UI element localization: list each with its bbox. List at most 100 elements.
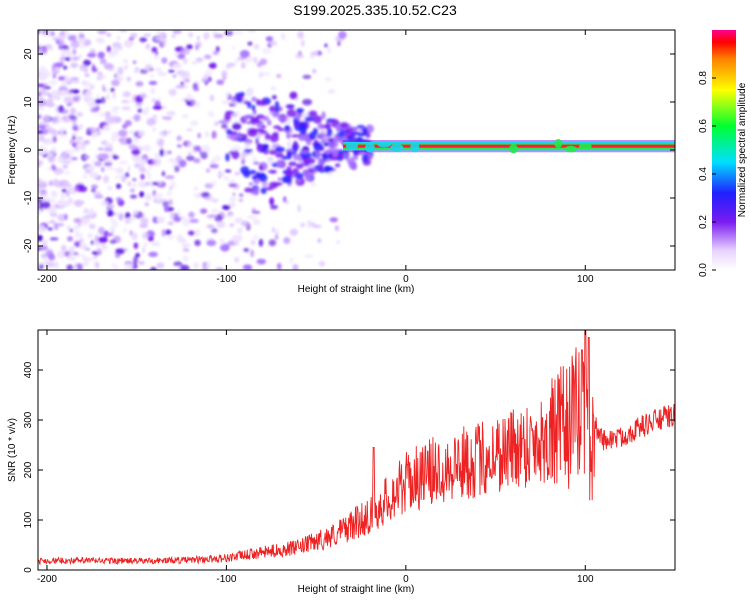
noise-blob bbox=[176, 135, 182, 142]
converging-patch bbox=[339, 122, 349, 129]
snr-x-tick-label: 0 bbox=[403, 574, 409, 585]
noise-blob bbox=[144, 64, 153, 72]
noise-blob bbox=[72, 142, 76, 148]
noise-blob bbox=[68, 89, 79, 93]
tone-band-knot bbox=[365, 142, 375, 153]
noise-blob bbox=[238, 198, 244, 202]
noise-blob bbox=[91, 173, 99, 178]
noise-blob bbox=[234, 257, 240, 263]
converging-patch bbox=[259, 130, 268, 135]
noise-blob bbox=[168, 256, 172, 261]
noise-blob bbox=[60, 244, 67, 252]
converging-patch bbox=[258, 164, 264, 171]
converging-patch bbox=[292, 167, 299, 175]
converging-patch bbox=[268, 181, 278, 189]
noise-blob bbox=[42, 91, 51, 96]
noise-blob bbox=[302, 74, 312, 79]
converging-patch bbox=[328, 137, 335, 143]
noise-blob bbox=[181, 72, 190, 81]
noise-blob bbox=[121, 91, 132, 98]
noise-blob bbox=[247, 41, 253, 46]
noise-blob bbox=[338, 30, 347, 39]
noise-blob bbox=[103, 124, 111, 132]
noise-blob bbox=[225, 91, 230, 99]
converging-patch bbox=[256, 114, 265, 119]
noise-blob bbox=[109, 239, 117, 244]
noise-blob bbox=[69, 115, 78, 121]
noise-blob bbox=[182, 248, 190, 252]
converging-patch bbox=[253, 187, 260, 196]
noise-blob bbox=[196, 35, 200, 41]
noise-blob bbox=[234, 58, 240, 64]
tone-band-knot bbox=[509, 144, 518, 154]
noise-blob bbox=[163, 204, 169, 213]
converging-patch bbox=[312, 115, 322, 124]
noise-blob bbox=[62, 65, 68, 70]
noise-blob bbox=[61, 182, 71, 188]
noise-blob bbox=[106, 209, 114, 217]
noise-blob bbox=[86, 52, 97, 58]
noise-blob bbox=[104, 116, 115, 125]
noise-blob bbox=[274, 229, 280, 236]
noise-blob bbox=[166, 189, 172, 198]
noise-blob bbox=[222, 204, 231, 210]
noise-blob bbox=[224, 30, 234, 36]
noise-blob bbox=[132, 177, 137, 182]
converging-patch bbox=[276, 159, 285, 169]
noise-blob bbox=[211, 180, 217, 187]
noise-blob bbox=[182, 218, 191, 227]
noise-blob bbox=[246, 214, 257, 220]
noise-blobs bbox=[38, 30, 374, 270]
noise-blob bbox=[66, 51, 73, 59]
noise-blob bbox=[219, 237, 225, 246]
noise-blob bbox=[159, 131, 169, 135]
noise-blob bbox=[261, 72, 271, 76]
noise-blob bbox=[212, 50, 219, 56]
noise-blob bbox=[89, 127, 97, 134]
noise-blob bbox=[74, 241, 82, 248]
noise-blob bbox=[111, 107, 119, 115]
noise-blob bbox=[106, 45, 112, 53]
noise-blob bbox=[97, 30, 107, 35]
noise-blob bbox=[38, 42, 44, 47]
noise-blob bbox=[171, 34, 177, 39]
noise-blob bbox=[153, 192, 164, 197]
noise-blob bbox=[46, 97, 54, 106]
noise-blob bbox=[65, 30, 69, 38]
noise-blob bbox=[108, 227, 115, 231]
noise-blob bbox=[87, 233, 93, 239]
noise-blob bbox=[46, 138, 54, 145]
noise-blob bbox=[79, 42, 86, 49]
noise-blob bbox=[133, 69, 139, 74]
converging-patch bbox=[277, 127, 285, 132]
converging-patch bbox=[268, 149, 277, 155]
noise-blob bbox=[221, 100, 230, 105]
noise-blob bbox=[139, 69, 149, 74]
noise-blob bbox=[187, 230, 195, 236]
spectrogram-y-tick-label: 0 bbox=[23, 147, 34, 153]
noise-blob bbox=[318, 260, 326, 267]
noise-blob bbox=[74, 230, 80, 239]
noise-blob bbox=[168, 69, 175, 73]
converging-patch bbox=[274, 101, 280, 110]
noise-blob bbox=[221, 171, 225, 178]
noise-blob bbox=[38, 92, 42, 96]
noise-blob bbox=[289, 91, 298, 100]
converging-patch bbox=[243, 170, 251, 178]
noise-blob bbox=[78, 239, 84, 243]
converging-patch bbox=[345, 127, 353, 134]
noise-blob bbox=[243, 138, 253, 144]
noise-blob bbox=[82, 256, 90, 264]
noise-blob bbox=[152, 127, 156, 132]
noise-blob bbox=[133, 242, 139, 249]
noise-blob bbox=[95, 37, 105, 44]
converging-patch bbox=[273, 125, 281, 130]
noise-blob bbox=[180, 81, 185, 86]
noise-blob bbox=[38, 180, 46, 188]
noise-blob bbox=[42, 86, 46, 91]
noise-blob bbox=[133, 256, 139, 265]
noise-blob bbox=[52, 135, 57, 143]
noise-blob bbox=[117, 66, 124, 75]
noise-blob bbox=[174, 165, 180, 173]
